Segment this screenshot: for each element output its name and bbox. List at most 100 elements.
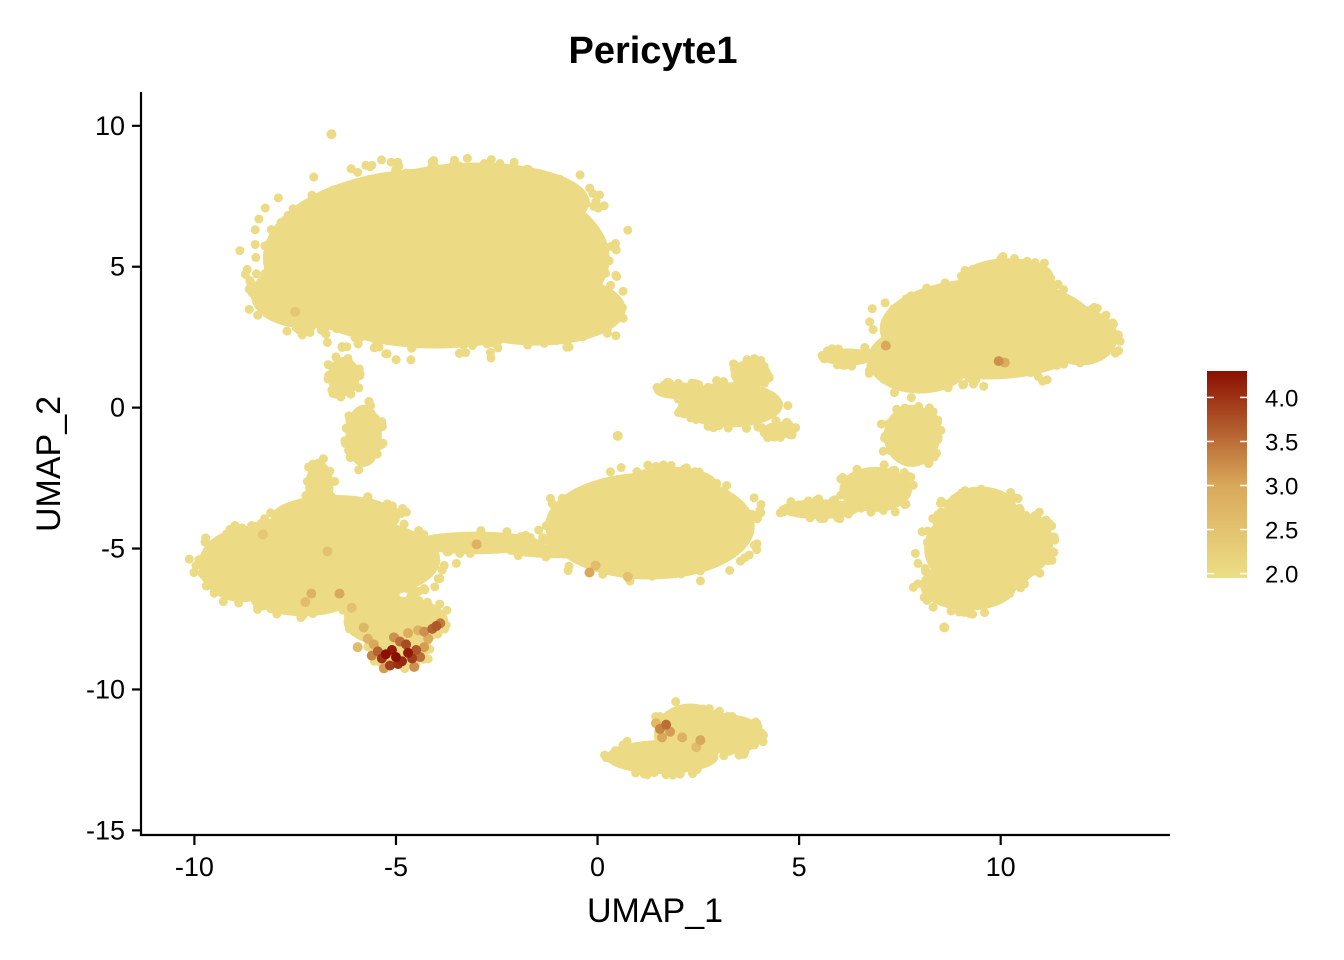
- data-point: [255, 296, 265, 306]
- data-point: [462, 153, 472, 163]
- data-point: [347, 326, 357, 336]
- data-point: [1009, 253, 1019, 263]
- data-point: [623, 225, 633, 235]
- data-point: [815, 513, 825, 523]
- data-point: [266, 604, 276, 614]
- data-point: [691, 391, 701, 401]
- data-point: [364, 174, 374, 184]
- data-point: [890, 465, 900, 475]
- data-point: [752, 545, 762, 555]
- data-point: [291, 578, 301, 588]
- data-point: [739, 749, 749, 759]
- data-point: [522, 541, 532, 551]
- data-point: [691, 415, 701, 425]
- data-point: [1047, 521, 1057, 531]
- cluster-33: [775, 494, 866, 524]
- cluster-body: [920, 559, 1017, 611]
- data-point: [575, 170, 585, 180]
- data-point: [611, 270, 621, 280]
- data-point: [407, 343, 417, 353]
- data-point: [1039, 258, 1049, 268]
- data-point: [189, 568, 199, 578]
- data-point: [325, 466, 335, 476]
- data-point: [299, 533, 309, 543]
- data-point: [374, 179, 384, 189]
- data-point: [931, 513, 941, 523]
- data-point: [284, 568, 294, 578]
- data-point: [611, 331, 621, 341]
- data-point: [1017, 572, 1027, 582]
- data-point: [872, 367, 882, 377]
- data-point: [390, 591, 400, 601]
- data-point: [355, 333, 365, 343]
- data-point: [446, 284, 456, 294]
- data-point: [900, 403, 910, 413]
- cluster-13: [301, 454, 340, 516]
- y-axis-ticks: -15 -10 -5 0 5 10: [86, 111, 141, 845]
- cluster-body: [448, 272, 626, 346]
- data-point: [965, 609, 975, 619]
- data-point: [959, 273, 969, 283]
- colorbar-tick-label: 3.5: [1265, 429, 1298, 456]
- data-point: [838, 472, 848, 482]
- data-point: [345, 452, 355, 462]
- expression-point: [390, 652, 401, 663]
- data-point: [578, 332, 588, 342]
- data-point: [309, 172, 319, 182]
- data-point: [337, 342, 347, 352]
- cluster-20: [600, 736, 719, 780]
- data-point: [362, 530, 372, 540]
- data-point: [276, 572, 286, 582]
- data-point: [1053, 351, 1063, 361]
- data-point: [622, 736, 632, 746]
- expression-point: [695, 735, 706, 746]
- data-point: [1039, 345, 1049, 355]
- y-tick-label: -5: [101, 534, 125, 564]
- data-point: [551, 217, 561, 227]
- data-point: [375, 219, 385, 229]
- data-point: [412, 597, 422, 607]
- data-point: [424, 232, 434, 242]
- data-point: [991, 562, 1001, 572]
- data-point: [322, 337, 332, 347]
- data-point: [576, 193, 586, 203]
- data-point: [506, 231, 516, 241]
- data-point: [435, 237, 445, 247]
- expression-point: [257, 529, 268, 540]
- data-point: [511, 264, 521, 274]
- data-point: [551, 264, 561, 274]
- data-point: [922, 537, 932, 547]
- data-point: [1052, 361, 1062, 371]
- data-point: [244, 284, 254, 294]
- expression-point: [384, 660, 395, 671]
- data-point: [598, 569, 608, 579]
- expression-point: [419, 642, 430, 653]
- data-point: [1006, 487, 1016, 497]
- data-point: [742, 355, 752, 365]
- data-point: [1108, 319, 1118, 329]
- data-point: [430, 582, 440, 592]
- data-point: [980, 608, 990, 618]
- expression-point: [300, 597, 311, 608]
- data-point: [757, 423, 767, 433]
- data-point: [832, 360, 842, 370]
- data-point: [885, 445, 895, 455]
- data-point: [269, 233, 279, 243]
- data-point: [391, 355, 401, 365]
- data-point: [971, 375, 981, 385]
- y-tick-label: -10: [86, 674, 125, 704]
- data-point: [201, 581, 211, 591]
- data-point: [782, 417, 792, 427]
- data-point: [933, 435, 943, 445]
- data-point: [439, 560, 449, 570]
- data-point: [585, 183, 595, 193]
- data-point: [617, 480, 627, 490]
- data-point: [556, 533, 566, 543]
- expression-point: [401, 639, 412, 650]
- data-point: [670, 492, 680, 502]
- data-point: [890, 507, 900, 517]
- highlight-points-layer: [257, 306, 1010, 753]
- data-point: [675, 394, 685, 404]
- data-point: [805, 513, 815, 523]
- data-point: [642, 766, 652, 776]
